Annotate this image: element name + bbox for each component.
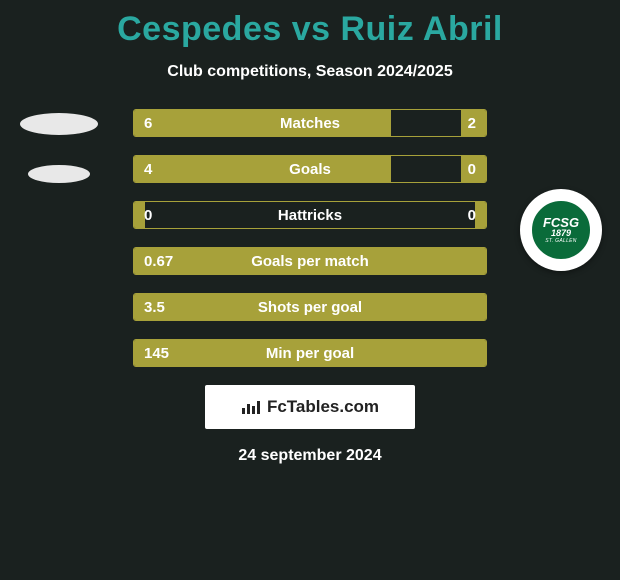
stat-row: 0Hattricks0 [133, 201, 487, 229]
stat-right-value: 0 [468, 156, 476, 182]
stat-right-value: 2 [468, 110, 476, 136]
stat-row: 145Min per goal [133, 339, 487, 367]
club-logo: FCSG 1879 ST. GALLEN [520, 189, 602, 271]
club-city: ST. GALLEN [545, 238, 576, 244]
club-short: FCSG [543, 216, 579, 229]
stat-row: 6Matches2 [133, 109, 487, 137]
stat-row: 4Goals0 [133, 155, 487, 183]
stat-row: 3.5Shots per goal [133, 293, 487, 321]
stat-label: Matches [134, 110, 486, 136]
subtitle: Club competitions, Season 2024/2025 [0, 63, 620, 81]
stat-label: Shots per goal [134, 294, 486, 320]
right-player-badge: FCSG 1879 ST. GALLEN [520, 189, 602, 271]
stat-label: Hattricks [134, 202, 486, 228]
placeholder-ellipse [20, 113, 98, 135]
club-logo-inner: FCSG 1879 ST. GALLEN [529, 198, 593, 262]
stat-row: 0.67Goals per match [133, 247, 487, 275]
stat-label: Goals per match [134, 248, 486, 274]
placeholder-ellipse [28, 165, 90, 183]
stat-right-value: 0 [468, 202, 476, 228]
date: 24 september 2024 [0, 447, 620, 465]
stat-bars: 6Matches24Goals00Hattricks00.67Goals per… [133, 109, 487, 367]
comparison-chart: FCSG 1879 ST. GALLEN 6Matches24Goals00Ha… [0, 109, 620, 367]
left-player-badge [18, 109, 100, 191]
page-title: Cespedes vs Ruiz Abril [0, 0, 620, 49]
stat-label: Min per goal [134, 340, 486, 366]
stat-label: Goals [134, 156, 486, 182]
watermark: FcTables.com [205, 385, 415, 429]
chart-icon [241, 399, 261, 415]
watermark-text: FcTables.com [267, 397, 379, 417]
club-year: 1879 [551, 229, 571, 239]
